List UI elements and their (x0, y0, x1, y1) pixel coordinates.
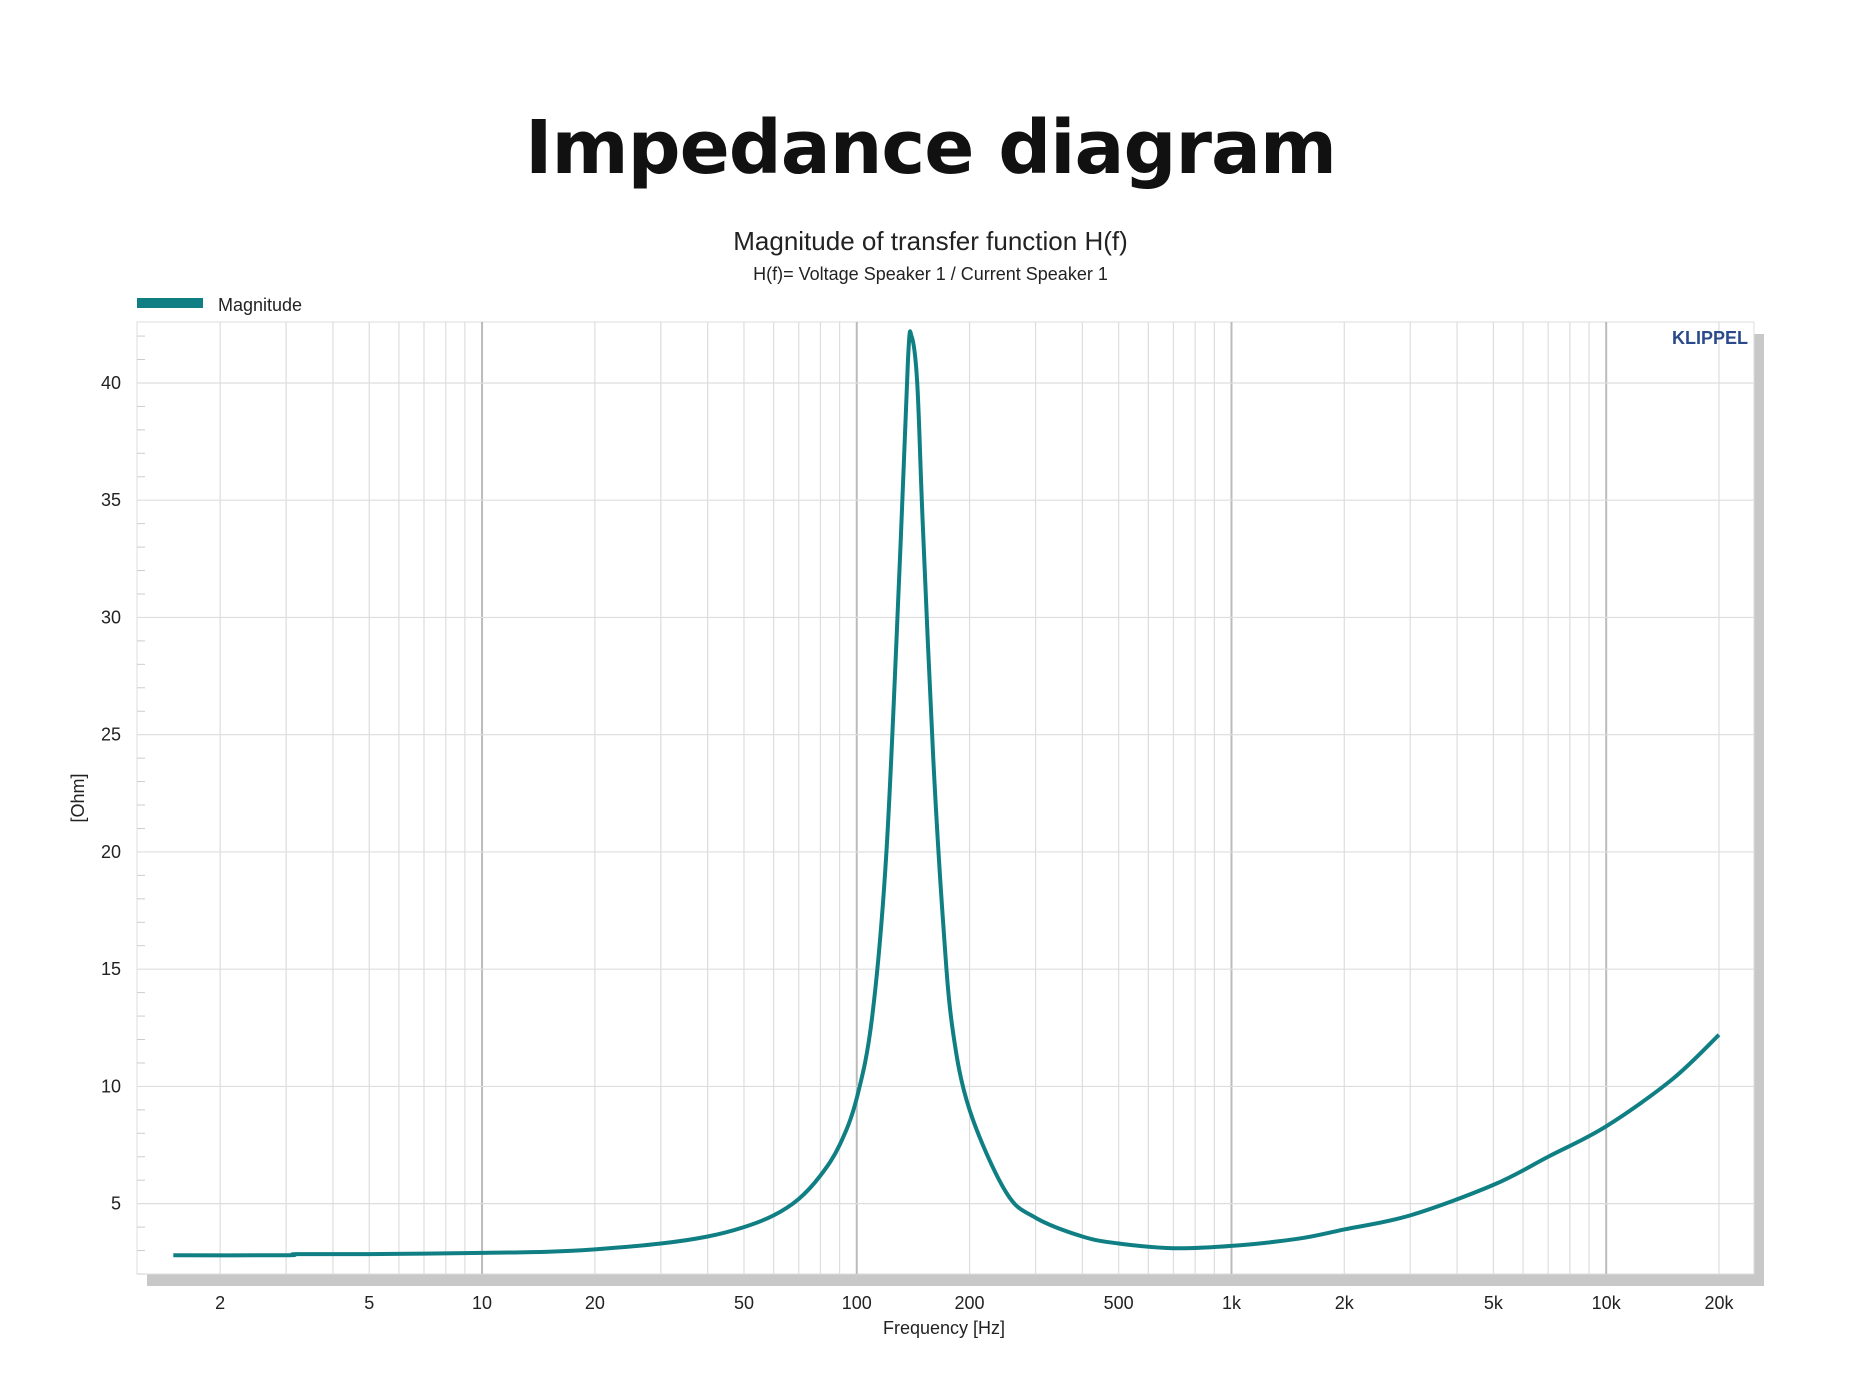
x-tick-label: 10 (472, 1293, 492, 1313)
legend-label: Magnitude (218, 295, 302, 315)
x-tick-label: 500 (1104, 1293, 1134, 1313)
y-tick-label: 20 (101, 842, 121, 862)
y-tick-label: 15 (101, 959, 121, 979)
y-tick-label: 40 (101, 373, 121, 393)
y-tick-label: 10 (101, 1076, 121, 1096)
x-tick-label: 10k (1592, 1293, 1622, 1313)
x-tick-label: 200 (955, 1293, 985, 1313)
x-tick-label: 20k (1704, 1293, 1734, 1313)
page-title: Impedance diagram (525, 105, 1337, 191)
x-tick-label: 2 (215, 1293, 225, 1313)
y-tick-label: 30 (101, 607, 121, 627)
grid (137, 322, 1754, 1275)
chart-subtitle: H(f)= Voltage Speaker 1 / Current Speake… (753, 264, 1108, 284)
x-tick-label: 50 (734, 1293, 754, 1313)
y-tick-label: 35 (101, 490, 121, 510)
plot-shadow-right (1754, 334, 1764, 1286)
x-tick-label: 100 (842, 1293, 872, 1313)
y-tick-label: 25 (101, 725, 121, 745)
y-axis-label: [Ohm] (68, 773, 88, 822)
y-tick-label: 5 (111, 1194, 121, 1214)
x-tick-label: 5k (1484, 1293, 1504, 1313)
x-tick-label: 2k (1335, 1293, 1355, 1313)
legend-swatch (137, 298, 203, 308)
magnitude-curve (173, 329, 1721, 1258)
chart-title: Magnitude of transfer function H(f) (733, 226, 1128, 256)
plot-shadow-bottom (147, 1274, 1764, 1286)
tick-labels: 2 5 10 20 50 100 200 500 1k 2k 5k 10k 20k51015202530… (101, 373, 1735, 1313)
x-tick-label: 20 (585, 1293, 605, 1313)
plot-area (136, 321, 1755, 1275)
klippel-watermark: KLIPPEL (1672, 328, 1748, 348)
x-axis-label: Frequency [Hz] (883, 1318, 1005, 1338)
x-tick-label: 1k (1222, 1293, 1242, 1313)
x-tick-label: 5 (364, 1293, 374, 1313)
